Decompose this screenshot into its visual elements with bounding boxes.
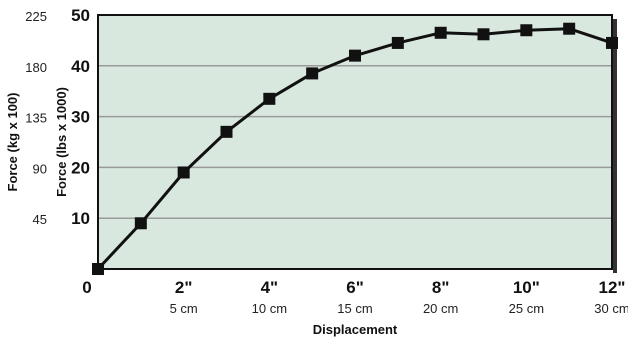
data-point [177,166,190,179]
x-tick-label: 4" [261,278,279,297]
data-point [134,217,147,230]
y-tick-label: 20 [71,158,90,177]
data-point [349,49,361,62]
data-point [263,92,276,105]
y2-tick-label: 225 [25,9,47,24]
data-point [220,125,233,138]
y-tick-label: 10 [71,209,90,228]
y-axis-primary: 10 20 30 40 50 [71,6,90,228]
data-point [92,263,104,275]
data-point [477,28,490,41]
x-tick-label: 2" [175,278,193,297]
x-tick-sublabel: 30 cm [594,301,628,316]
x-axis: 0 2" 5 cm 4" 10 cm 6" 15 cm 8" 20 cm 10" 25 cm 12" 3… [82,278,628,316]
data-point [563,22,576,35]
x-tick-sublabel: 5 cm [170,301,198,316]
data-point [391,36,404,49]
y-axis-secondary: 45 90 135 180 225 [25,9,47,227]
x-tick-sublabel: 15 cm [337,301,372,316]
data-point [306,67,319,80]
y-axis-secondary-label: Force (kg x 100) [5,93,20,192]
x-tick-label: 12" [599,278,626,297]
plot-shadow [613,19,617,273]
y-tick-label: 50 [71,6,90,25]
x-tick-label: 8" [432,278,450,297]
y-tick-label: 40 [71,57,90,76]
data-point [606,36,618,49]
x-tick-label: 0 [82,278,91,297]
data-point [520,24,533,37]
y2-tick-label: 90 [33,161,47,176]
series [92,22,618,275]
data-point [434,26,447,39]
y-axis-primary-label: Force (lbs x 1000) [54,87,69,197]
y2-tick-label: 135 [25,111,47,126]
y2-tick-label: 180 [25,60,47,75]
y-tick-label: 30 [71,108,90,127]
x-tick-sublabel: 10 cm [252,301,287,316]
x-tick-label: 6" [346,278,364,297]
y2-tick-label: 45 [33,212,47,227]
plot-border [97,14,613,270]
x-axis-label: Displacement [313,322,398,337]
x-tick-label: 10" [513,278,540,297]
plot-frame [97,14,617,273]
x-tick-sublabel: 20 cm [423,301,458,316]
x-tick-sublabel: 25 cm [509,301,544,316]
